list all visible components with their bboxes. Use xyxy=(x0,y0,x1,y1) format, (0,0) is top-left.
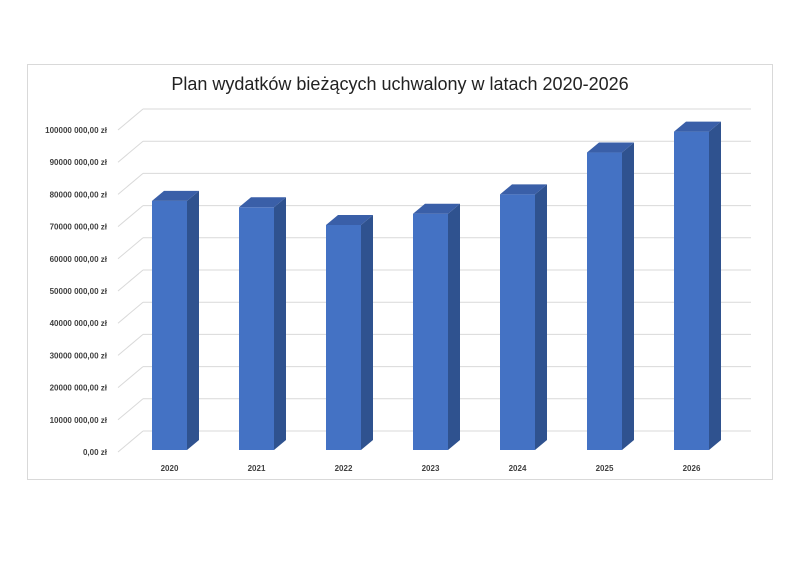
y-tick-label: 10000 000,00 zł xyxy=(50,416,108,425)
bar-top xyxy=(239,197,286,208)
x-tick-label: 2022 xyxy=(335,464,353,473)
bar-side xyxy=(187,190,199,450)
bar xyxy=(326,224,361,450)
bar-side xyxy=(622,142,634,451)
gridline-side xyxy=(117,301,144,324)
gridline-side xyxy=(117,398,144,421)
gridline-side xyxy=(117,205,144,227)
bar xyxy=(587,152,622,451)
y-tick-label: 30000 000,00 zł xyxy=(50,351,108,360)
gridline-side xyxy=(117,108,144,131)
y-tick-label: 40000 000,00 zł xyxy=(50,319,108,328)
bar-top xyxy=(674,121,721,132)
bar-top xyxy=(413,203,460,214)
x-tick-label: 2025 xyxy=(596,464,614,473)
y-tick-label: 20000 000,00 zł xyxy=(50,384,108,393)
bar-side xyxy=(448,203,460,450)
bar xyxy=(674,131,709,451)
y-tick-label: 90000 000,00 zł xyxy=(50,158,108,167)
x-tick-label: 2024 xyxy=(509,464,527,473)
y-tick-label: 70000 000,00 zł xyxy=(50,223,108,232)
bar-top xyxy=(500,184,547,195)
bar-side xyxy=(535,184,547,450)
y-tick-label: 100000 000,00 zł xyxy=(45,126,108,135)
x-tick-label: 2026 xyxy=(683,464,701,473)
y-tick-label: 60000 000,00 zł xyxy=(50,255,108,264)
bar-side xyxy=(274,197,286,450)
gridline-side xyxy=(117,334,144,356)
y-tick-label: 0,00 zł xyxy=(83,448,108,457)
chart-area xyxy=(27,64,773,480)
gridline-side xyxy=(117,140,144,163)
x-tick-label: 2020 xyxy=(161,464,179,473)
x-tick-label: 2021 xyxy=(248,464,266,473)
gridline-side xyxy=(117,430,144,453)
y-tick-label: 50000 000,00 zł xyxy=(50,287,108,296)
gridline-side xyxy=(117,366,144,388)
bar-side xyxy=(361,214,373,450)
y-tick-label: 80000 000,00 zł xyxy=(50,190,108,199)
gridline-side xyxy=(117,269,144,292)
bar xyxy=(500,194,535,450)
bar xyxy=(152,200,187,450)
bar-top xyxy=(152,190,199,201)
bar-top xyxy=(326,214,373,225)
gridline-side xyxy=(117,173,144,195)
x-tick-label: 2023 xyxy=(422,464,440,473)
chart-title: Plan wydatków bieżących uchwalony w lata… xyxy=(171,74,629,94)
bar xyxy=(413,213,448,450)
bar-top xyxy=(587,142,634,153)
bar-side xyxy=(709,121,721,451)
bar xyxy=(239,207,274,450)
gridline-side xyxy=(117,237,144,260)
